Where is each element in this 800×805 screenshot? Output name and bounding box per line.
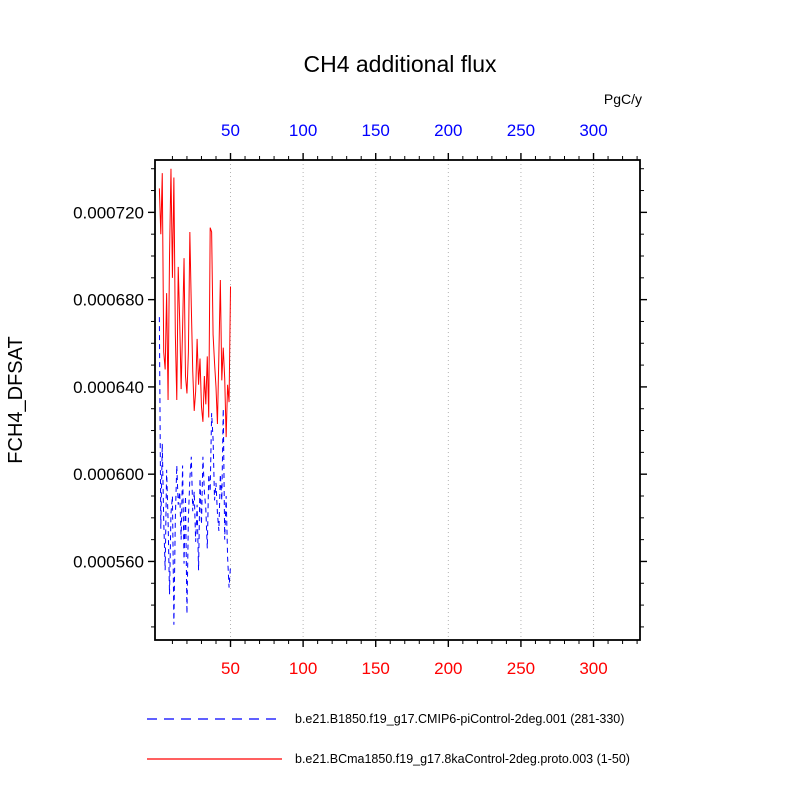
chart-title: CH4 additional flux	[303, 51, 497, 77]
plot-frame	[154, 159, 641, 641]
legend: b.e21.B1850.f19_g17.CMIP6-piControl-2deg…	[147, 712, 630, 766]
legend-label-8kacontrol: b.e21.BCma1850.f19_g17.8kaControl-2deg.p…	[295, 752, 630, 766]
top-axis-unit-label: PgC/y	[604, 91, 642, 107]
chart-layer: 50 50 100 100 150 150 200 200 250 250 300 300 0.0005…	[73, 121, 647, 678]
legend-label-picontrol: b.e21.B1850.f19_g17.CMIP6-piControl-2deg…	[295, 712, 624, 726]
x-tick-label-top: 300	[579, 121, 607, 140]
y-tick-label: 0.000680	[73, 291, 144, 310]
y-tick-label: 0.000560	[73, 552, 144, 571]
series-line-1	[158, 168, 232, 438]
y-tick-label: 0.000640	[73, 378, 144, 397]
x-tick-label-bottom: 200	[434, 659, 462, 678]
y-axis-label: FCH4_DFSAT	[5, 336, 27, 463]
x-tick-label-bottom: 300	[579, 659, 607, 678]
x-tick-label-top: 100	[289, 121, 317, 140]
y-tick-label: 0.000720	[73, 203, 144, 222]
x-tick-label-bottom: 50	[221, 659, 240, 678]
series-line-0	[158, 317, 232, 625]
x-tick-label-bottom: 150	[362, 659, 390, 678]
y-tick-label: 0.000600	[73, 465, 144, 484]
x-tick-label-top: 150	[362, 121, 390, 140]
x-tick-label-bottom: 250	[507, 659, 535, 678]
x-tick-label-top: 250	[507, 121, 535, 140]
x-tick-label-top: 200	[434, 121, 462, 140]
x-tick-label-top: 50	[221, 121, 240, 140]
x-tick-label-bottom: 100	[289, 659, 317, 678]
